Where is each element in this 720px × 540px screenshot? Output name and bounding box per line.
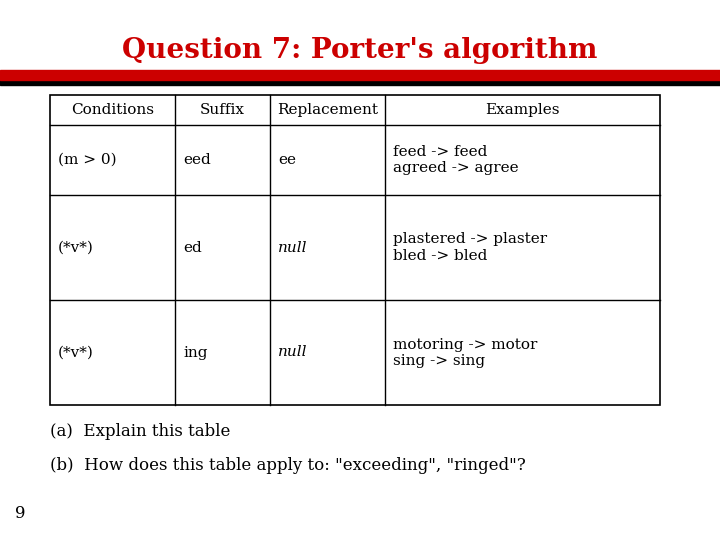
Text: Replacement: Replacement: [277, 103, 378, 117]
Bar: [0, 78, 720, 85]
Text: 9: 9: [15, 505, 25, 522]
Text: ing: ing: [183, 346, 207, 360]
Text: (*v*): (*v*): [58, 346, 94, 360]
Bar: [50, 95, 660, 405]
Text: Examples: Examples: [485, 103, 559, 117]
Text: sing -> sing: sing -> sing: [393, 354, 485, 368]
Text: ee: ee: [278, 153, 296, 167]
Bar: [0, 70, 720, 80]
Text: (b)  How does this table apply to: "exceeding", "ringed"?: (b) How does this table apply to: "excee…: [50, 456, 526, 474]
Text: null: null: [278, 240, 307, 254]
Text: ed: ed: [183, 240, 202, 254]
Text: feed -> feed: feed -> feed: [393, 145, 487, 159]
Text: plastered -> plaster: plastered -> plaster: [393, 233, 547, 246]
Text: (*v*): (*v*): [58, 240, 94, 254]
Text: Conditions: Conditions: [71, 103, 154, 117]
Text: motoring -> motor: motoring -> motor: [393, 338, 537, 352]
Text: bled -> bled: bled -> bled: [393, 248, 487, 262]
Text: agreed -> agree: agreed -> agree: [393, 161, 518, 175]
Text: (a)  Explain this table: (a) Explain this table: [50, 423, 230, 441]
Text: Question 7: Porter's algorithm: Question 7: Porter's algorithm: [122, 37, 598, 64]
Text: Suffix: Suffix: [200, 103, 245, 117]
Text: null: null: [278, 346, 307, 360]
Text: eed: eed: [183, 153, 211, 167]
Text: (m > 0): (m > 0): [58, 153, 117, 167]
